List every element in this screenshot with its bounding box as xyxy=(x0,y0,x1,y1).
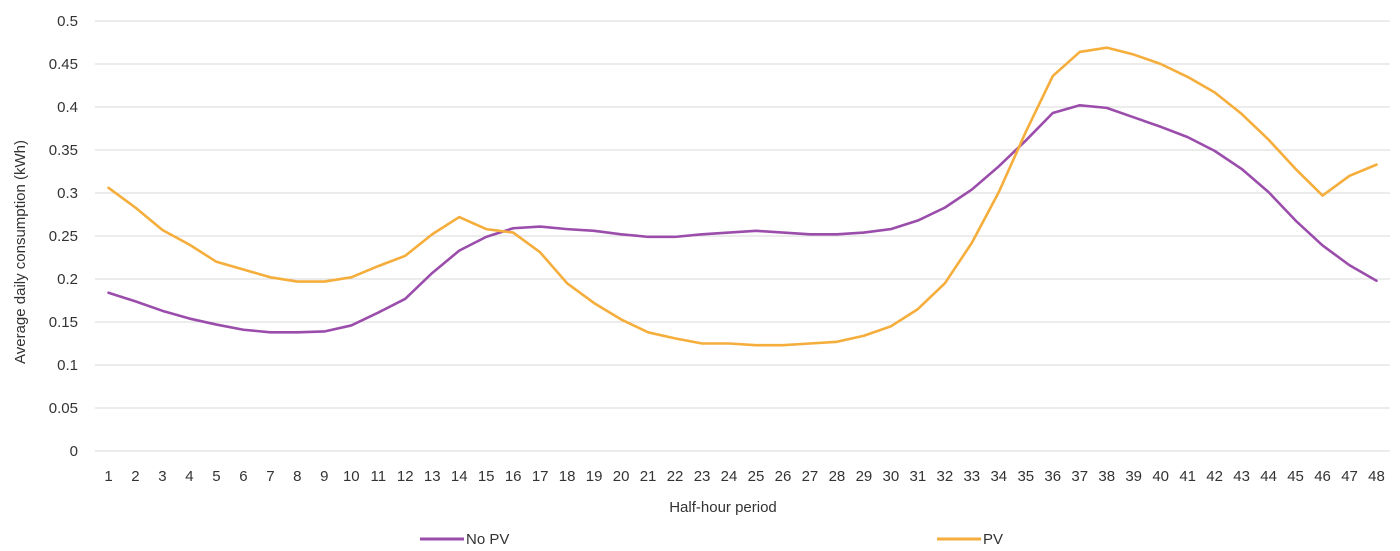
legend: No PV PV xyxy=(420,531,1003,548)
x-tick-label: 9 xyxy=(320,468,328,485)
x-tick-label: 38 xyxy=(1098,468,1115,485)
x-tick-label: 44 xyxy=(1260,468,1277,485)
y-axis-title: Average daily consumption (kWh) xyxy=(12,140,29,364)
x-tick-label: 18 xyxy=(559,468,576,485)
x-tick-label: 10 xyxy=(343,468,360,485)
x-tick-label: 28 xyxy=(829,468,846,485)
x-tick-label: 29 xyxy=(856,468,873,485)
gridlines xyxy=(95,20,1390,452)
x-tick-label: 13 xyxy=(424,468,441,485)
y-tick-label: 0.05 xyxy=(49,400,78,417)
legend-label: No PV xyxy=(466,531,509,548)
x-tick-label: 35 xyxy=(1017,468,1034,485)
x-tick-label: 17 xyxy=(532,468,549,485)
x-tick-label: 34 xyxy=(990,468,1007,485)
x-tick-label: 32 xyxy=(937,468,954,485)
y-tick-label: 0.25 xyxy=(49,228,78,245)
x-tick-label: 39 xyxy=(1125,468,1142,485)
x-tick-label: 43 xyxy=(1233,468,1250,485)
x-tick-label: 14 xyxy=(451,468,468,485)
x-tick-label: 33 xyxy=(963,468,980,485)
x-tick-label: 41 xyxy=(1179,468,1196,485)
y-tick-label: 0.1 xyxy=(57,357,78,374)
x-tick-label: 42 xyxy=(1206,468,1223,485)
x-tick-label: 23 xyxy=(694,468,711,485)
x-tick-label: 47 xyxy=(1341,468,1358,485)
x-tick-label: 27 xyxy=(802,468,819,485)
x-tick-label: 24 xyxy=(721,468,738,485)
x-axis-title: Half-hour period xyxy=(669,499,777,516)
series-lines xyxy=(107,46,1378,347)
x-tick-label: 21 xyxy=(640,468,657,485)
x-tick-label: 46 xyxy=(1314,468,1331,485)
y-tick-label: 0.5 xyxy=(57,13,78,30)
y-tick-label: 0 xyxy=(70,443,78,460)
x-tick-label: 45 xyxy=(1287,468,1304,485)
x-tick-label: 22 xyxy=(667,468,684,485)
y-tick-label: 0.35 xyxy=(49,142,78,159)
y-tick-label: 0.2 xyxy=(57,271,78,288)
series-line-no-pv xyxy=(107,103,1378,334)
x-tick-label: 20 xyxy=(613,468,630,485)
legend-item-no-pv: No PV xyxy=(420,531,509,548)
y-tick-label: 0.3 xyxy=(57,185,78,202)
x-tick-label: 1 xyxy=(104,468,112,485)
x-tick-label: 37 xyxy=(1071,468,1088,485)
x-tick-label: 48 xyxy=(1368,468,1385,485)
x-tick-label: 31 xyxy=(910,468,927,485)
x-axis-tick-labels: 1 2 3 4 5 6 7 8 9 10 11 12 13 14 15 16 17 18 19 20 21 22 23 24 2… xyxy=(104,468,1385,485)
x-tick-label: 19 xyxy=(586,468,603,485)
x-tick-label: 36 xyxy=(1044,468,1061,485)
y-axis-tick-labels: 0 0.05 0.1 0.15 0.2 0.25 0.3 0.35 0.4 0.45 0.5 xyxy=(49,13,78,460)
x-tick-label: 15 xyxy=(478,468,495,485)
x-tick-label: 25 xyxy=(748,468,765,485)
x-tick-label: 26 xyxy=(775,468,792,485)
x-tick-label: 30 xyxy=(883,468,900,485)
x-tick-label: 5 xyxy=(212,468,220,485)
y-tick-label: 0.45 xyxy=(49,56,78,73)
x-tick-label: 2 xyxy=(131,468,139,485)
x-tick-label: 16 xyxy=(505,468,522,485)
legend-label: PV xyxy=(983,531,1003,548)
y-tick-label: 0.4 xyxy=(57,99,78,116)
x-tick-label: 12 xyxy=(397,468,414,485)
x-tick-label: 6 xyxy=(239,468,247,485)
x-tick-label: 7 xyxy=(266,468,274,485)
x-tick-label: 40 xyxy=(1152,468,1169,485)
x-tick-label: 3 xyxy=(158,468,166,485)
series-line-pv xyxy=(107,46,1378,347)
x-tick-label: 11 xyxy=(370,468,386,485)
legend-item-pv: PV xyxy=(937,531,1003,548)
y-tick-label: 0.15 xyxy=(49,314,78,331)
x-tick-label: 4 xyxy=(185,468,193,485)
x-tick-label: 8 xyxy=(293,468,301,485)
